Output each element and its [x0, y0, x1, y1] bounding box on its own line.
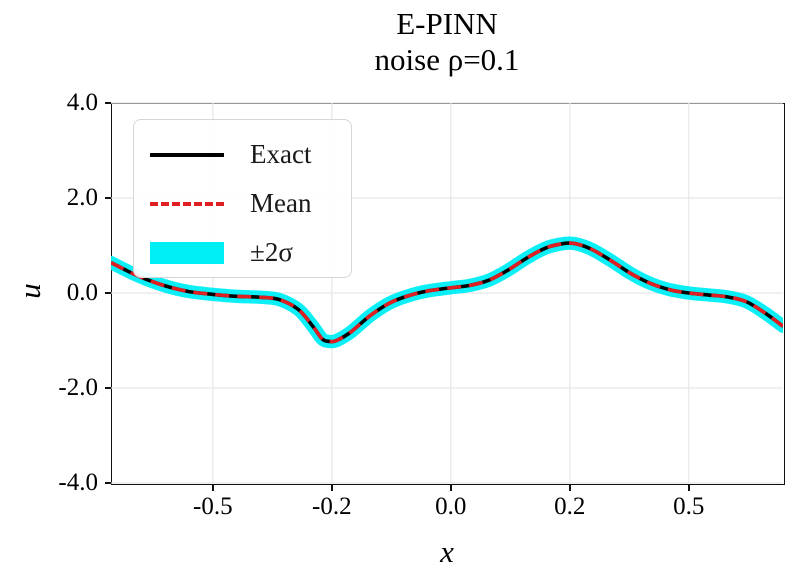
line-swatch-icon [150, 152, 224, 157]
x-tick-label: -0.2 [312, 493, 352, 520]
legend-label: Exact [250, 139, 312, 169]
legend-dashed-line-swatch [150, 201, 224, 206]
legend-row: ±2σ [150, 228, 351, 277]
legend-band-swatch [150, 241, 224, 264]
x-tick-mark [687, 485, 690, 491]
x-tick-mark [568, 485, 571, 491]
x-tick-label: 0.5 [673, 493, 705, 520]
y-tick-label: -4.0 [58, 469, 98, 496]
y-tick-label: 4.0 [66, 89, 98, 116]
legend-label: ±2σ [250, 237, 293, 267]
band-swatch-icon [150, 241, 224, 264]
legend-solid-line-swatch [150, 152, 224, 157]
mean-curve [111, 241, 783, 344]
y-tick-mark [105, 292, 111, 294]
x-tick-mark [449, 485, 452, 491]
chart-title: E-PINN [396, 6, 498, 41]
legend-row: Mean [150, 179, 351, 228]
legend-row: Exact [150, 130, 351, 179]
x-tick-label: -0.5 [193, 493, 233, 520]
x-axis-label: x [440, 534, 454, 569]
y-tick-label: -2.0 [58, 374, 98, 401]
y-axis-label: u [12, 283, 47, 299]
legend: Exact Mean ±2σ [133, 119, 352, 278]
legend-label: Mean [250, 188, 312, 218]
y-tick-label: 2.0 [66, 184, 98, 211]
y-tick-mark [105, 197, 111, 199]
chart-subtitle: noise ρ=0.1 [374, 41, 520, 77]
y-tick-mark [105, 102, 111, 104]
y-tick-mark [105, 482, 111, 484]
y-tick-mark [105, 387, 111, 389]
x-tick-mark [211, 485, 214, 491]
y-tick-label: 0.0 [66, 279, 98, 306]
x-tick-label: 0.2 [554, 493, 586, 520]
chart-title-block: E-PINN noise ρ=0.1 [111, 6, 783, 77]
x-tick-label: 0.0 [435, 493, 467, 520]
x-tick-mark [330, 485, 333, 491]
line-swatch-icon [150, 201, 224, 206]
